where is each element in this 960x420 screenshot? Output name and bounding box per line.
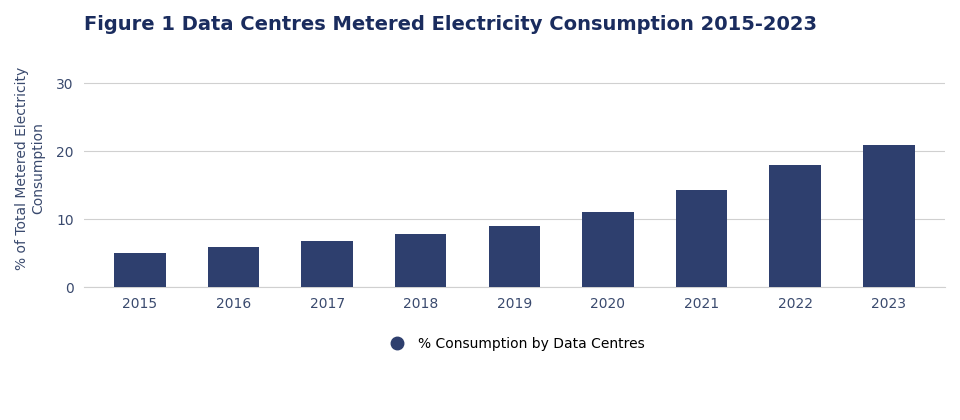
Text: Figure 1 Data Centres Metered Electricity Consumption 2015-2023: Figure 1 Data Centres Metered Electricit… (84, 15, 817, 34)
Legend: % Consumption by Data Centres: % Consumption by Data Centres (378, 331, 651, 357)
Bar (489, 226, 540, 287)
Bar (114, 253, 165, 287)
Bar (207, 247, 259, 287)
Bar (676, 189, 728, 287)
Bar (863, 144, 915, 287)
Bar (582, 212, 634, 287)
Y-axis label: % of Total Metered Electricity
Consumption: % of Total Metered Electricity Consumpti… (15, 67, 45, 270)
Bar (395, 234, 446, 287)
Bar (770, 165, 821, 287)
Bar (301, 241, 353, 287)
